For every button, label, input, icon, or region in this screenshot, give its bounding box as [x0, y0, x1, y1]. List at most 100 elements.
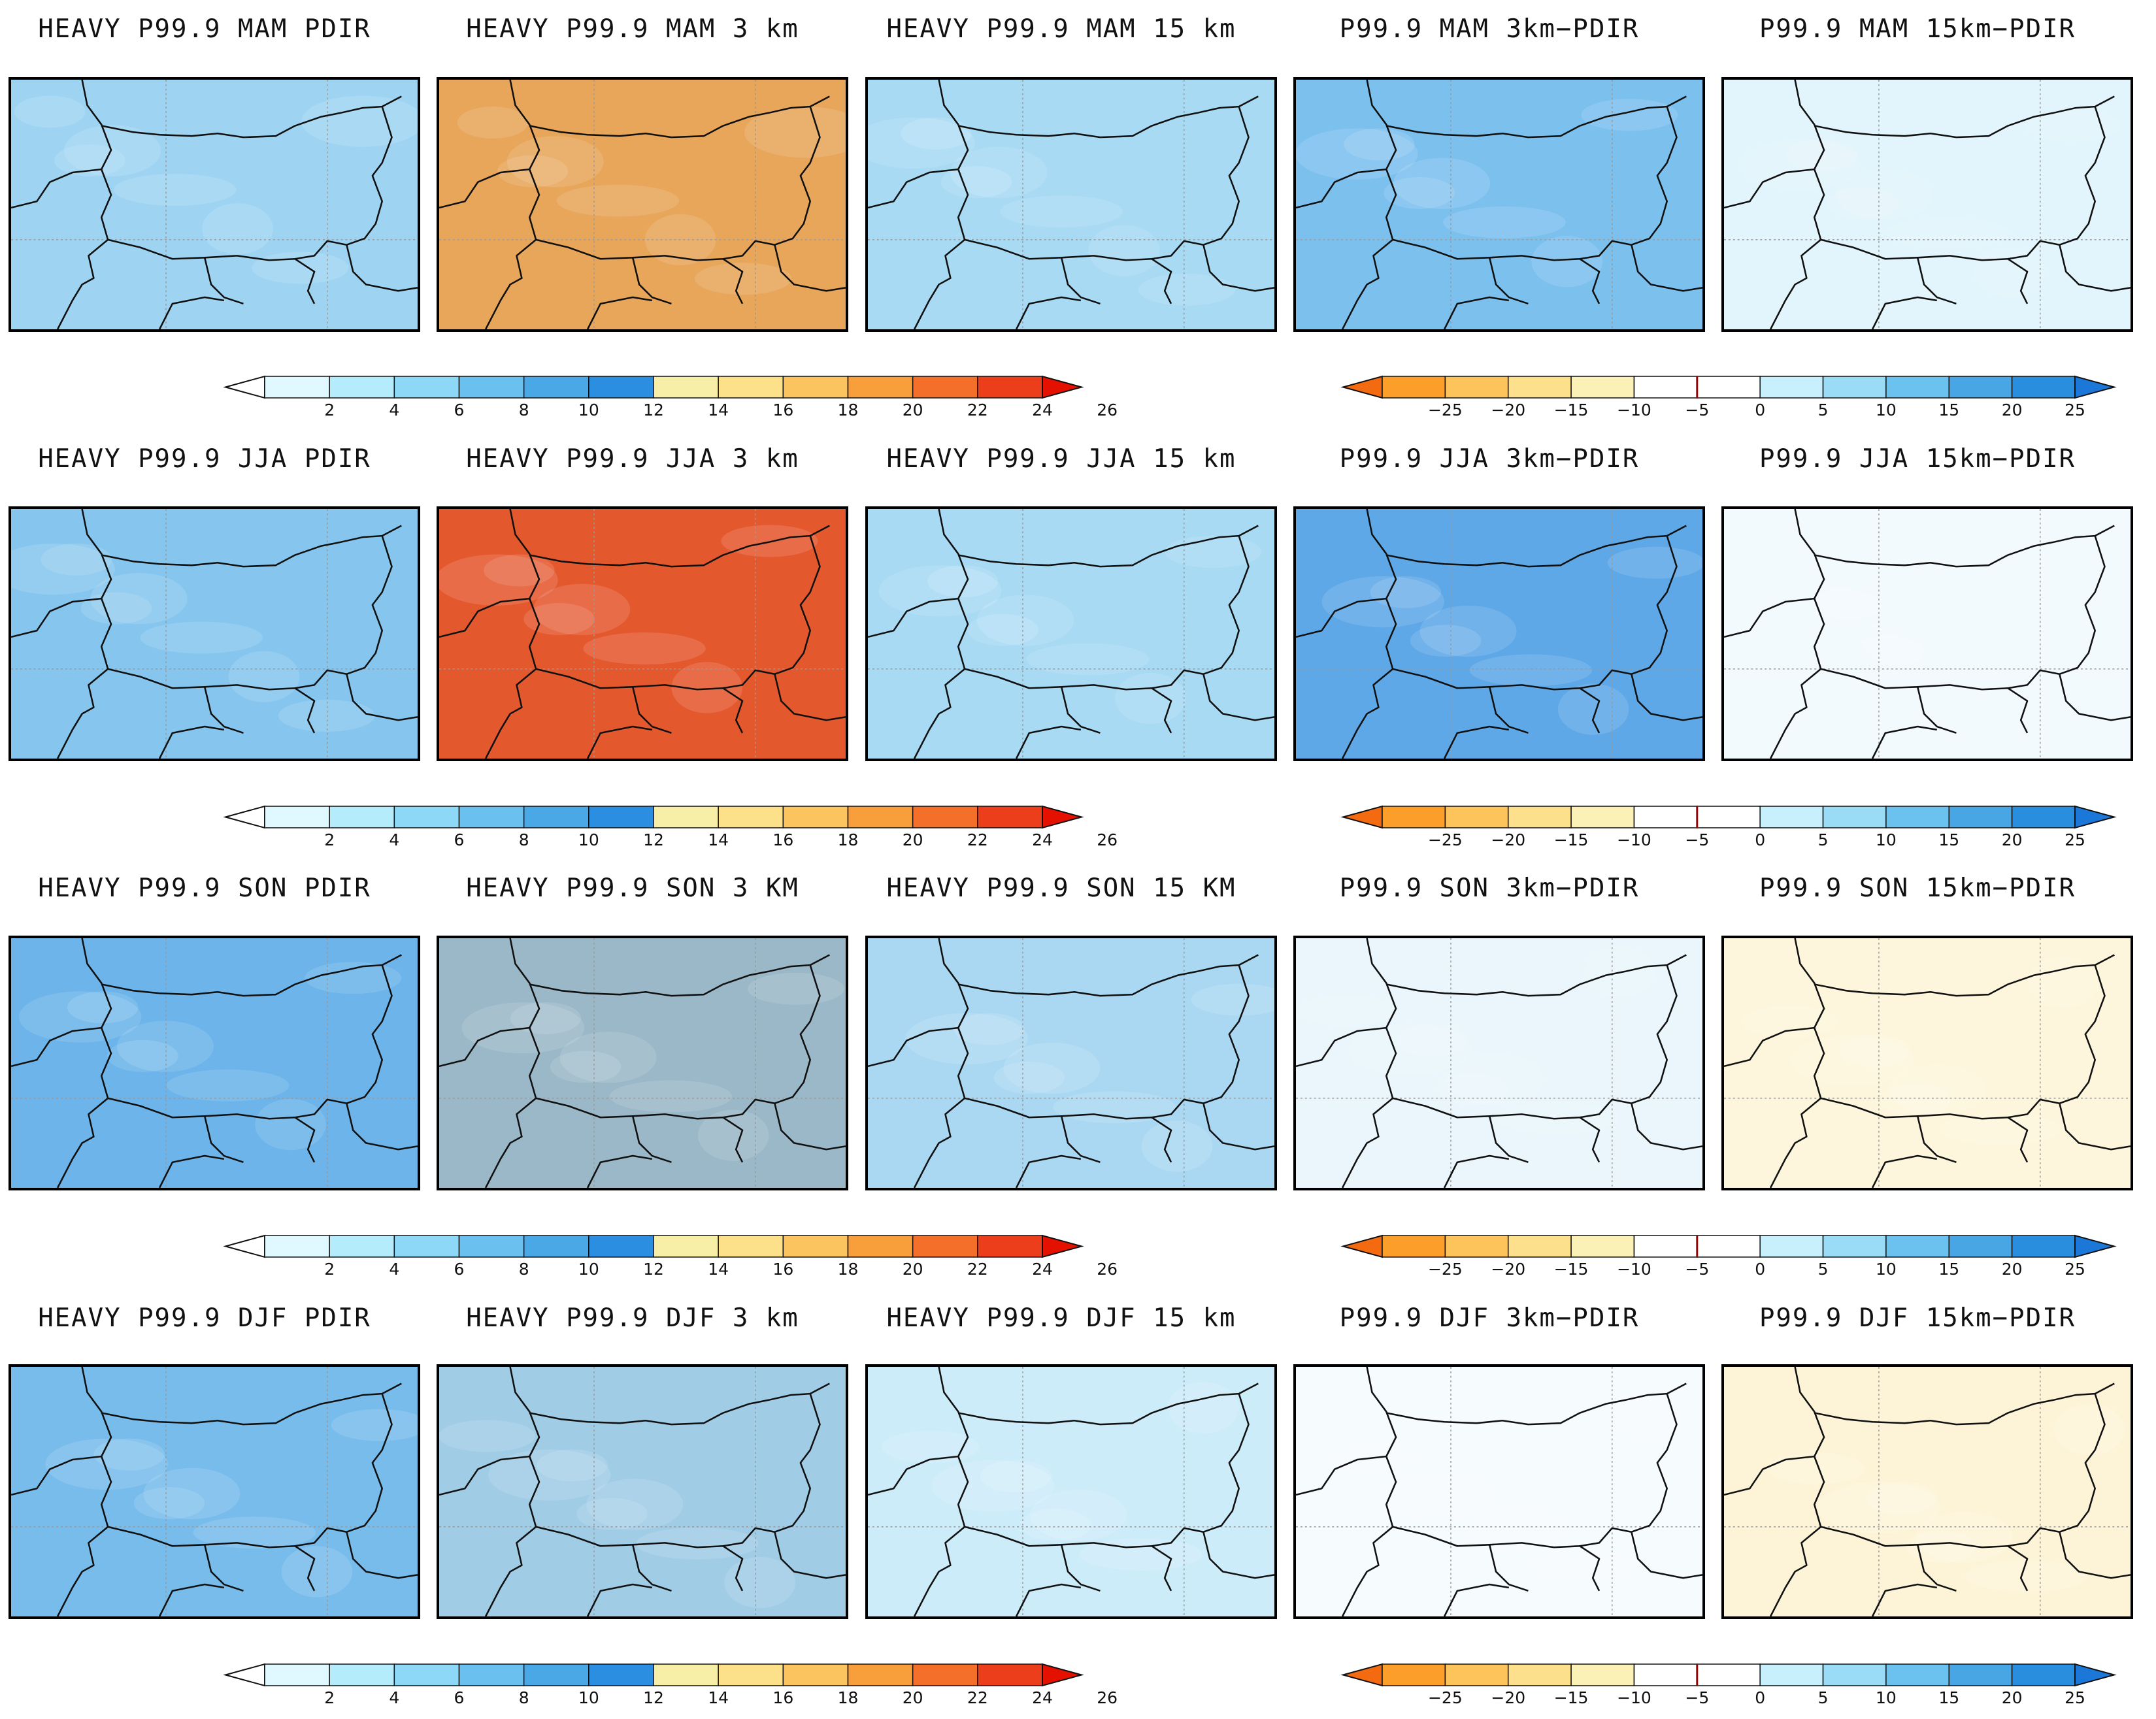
- colorbar-tick-label: −5: [1685, 401, 1710, 419]
- colorbar-tick-label: 8: [518, 1260, 529, 1279]
- colorbar-absolute-djf: 2 4 6 8 10 12 14 16 18 20 22 24 26: [223, 1663, 1118, 1712]
- colorbar-tick-label: 20: [2001, 1688, 2023, 1707]
- colorbar-tick-label: 12: [643, 1688, 664, 1707]
- colorbar-tick-label: 4: [389, 1688, 400, 1707]
- colorbar-tick-label: 22: [967, 1688, 988, 1707]
- colorbar-tick-label: 15: [1938, 1688, 1960, 1707]
- colorbar-tick-label: 0: [1755, 1688, 1766, 1707]
- colorbar-tick-label: 24: [1032, 401, 1053, 419]
- panel-title-son-4: P99.9 SON 3km−PDIR: [1339, 874, 1640, 903]
- colorbar-tick-label: 26: [1097, 1260, 1118, 1279]
- colorbar-tick-label: 15: [1938, 1260, 1960, 1279]
- map-panel-jja-4: [1293, 506, 1705, 761]
- colorbar-tick-label: 6: [454, 830, 465, 849]
- colorbar-tick-label: −10: [1617, 401, 1651, 419]
- panel-title-jja-1: HEAVY P99.9 JJA PDIR: [38, 444, 371, 474]
- colorbar-tick-label: 12: [643, 401, 664, 419]
- colorbar-tick-label: 2: [324, 830, 335, 849]
- colorbar-tick-label: 6: [454, 1260, 465, 1279]
- colorbar-tick-label: −5: [1685, 1688, 1710, 1707]
- colorbar-tick-label: −25: [1427, 401, 1463, 419]
- colorbar-tick-label: 0: [1755, 401, 1766, 419]
- map-panel-djf-1: [8, 1364, 420, 1619]
- colorbar-tick-label: 25: [2065, 401, 2085, 419]
- colorbar-difference-djf: −25 −20 −15 −10 −5 0 5 10 15 20 25: [1340, 1663, 2117, 1712]
- colorbar-tick-label: −15: [1553, 1688, 1589, 1707]
- colorbar-tick-label: 10: [1876, 830, 1897, 849]
- colorbar-tick-label: 20: [2001, 830, 2023, 849]
- colorbar-tick-label: 5: [1817, 1260, 1829, 1279]
- colorbar-tick-label: 10: [578, 1688, 599, 1707]
- colorbar-tick-label: 8: [518, 830, 529, 849]
- colorbar-difference-mam: −25 −20 −15 −10 −5 0 5 10 15 20 25: [1340, 375, 2117, 424]
- panel-title-mam-1: HEAVY P99.9 MAM PDIR: [38, 14, 371, 44]
- map-panel-mam-4: [1293, 77, 1705, 332]
- panel-title-jja-2: HEAVY P99.9 JJA 3 km: [466, 444, 799, 474]
- colorbar-tick-label: 25: [2065, 830, 2085, 849]
- panel-title-jja-3: HEAVY P99.9 JJA 15 km: [886, 444, 1236, 474]
- map-panel-mam-3: [865, 77, 1277, 332]
- panel-title-mam-5: P99.9 MAM 15km−PDIR: [1759, 14, 2076, 44]
- colorbar-tick-label: −25: [1427, 1688, 1463, 1707]
- map-panel-son-1: [8, 936, 420, 1190]
- colorbar-tick-label: 18: [837, 830, 859, 849]
- map-panel-mam-2: [437, 77, 848, 332]
- colorbar-tick-label: 0: [1755, 1260, 1766, 1279]
- colorbar-difference-jja: −25 −20 −15 −10 −5 0 5 10 15 20 25: [1340, 805, 2117, 854]
- colorbar-absolute-son: 2 4 6 8 10 12 14 16 18 20 22 24 26: [223, 1234, 1118, 1283]
- colorbar-tick-label: 20: [2001, 1260, 2023, 1279]
- colorbar-tick-label: 5: [1817, 401, 1829, 419]
- colorbar-tick-label: 8: [518, 401, 529, 419]
- colorbar-tick-label: 6: [454, 401, 465, 419]
- colorbar-tick-label: −20: [1491, 830, 1526, 849]
- colorbar-tick-label: 4: [389, 401, 400, 419]
- map-panel-son-2: [437, 936, 848, 1190]
- map-panel-son-5: [1721, 936, 2133, 1190]
- colorbar-tick-label: 25: [2065, 1260, 2085, 1279]
- colorbar-tick-label: −20: [1491, 1688, 1526, 1707]
- colorbar-tick-label: 10: [578, 401, 599, 419]
- colorbar-tick-label: 22: [967, 830, 988, 849]
- panel-title-son-3: HEAVY P99.9 SON 15 KM: [886, 874, 1236, 903]
- panel-title-djf-1: HEAVY P99.9 DJF PDIR: [38, 1303, 371, 1333]
- colorbar-tick-label: 12: [643, 830, 664, 849]
- colorbar-tick-label: 10: [1876, 1260, 1897, 1279]
- map-panel-djf-4: [1293, 1364, 1705, 1619]
- colorbar-tick-label: 25: [2065, 1688, 2085, 1707]
- colorbar-tick-label: 14: [708, 830, 729, 849]
- colorbar-tick-label: 4: [389, 1260, 400, 1279]
- colorbar-tick-label: −25: [1427, 1260, 1463, 1279]
- colorbar-tick-label: 20: [902, 1688, 923, 1707]
- map-panel-mam-1: [8, 77, 420, 332]
- panel-title-mam-2: HEAVY P99.9 MAM 3 km: [466, 14, 799, 44]
- panel-title-djf-4: P99.9 DJF 3km−PDIR: [1339, 1303, 1640, 1333]
- panel-title-djf-5: P99.9 DJF 15km−PDIR: [1759, 1303, 2076, 1333]
- map-panel-jja-3: [865, 506, 1277, 761]
- colorbar-tick-label: 6: [454, 1688, 465, 1707]
- colorbar-tick-label: 20: [902, 1260, 923, 1279]
- colorbar-tick-label: 10: [1876, 1688, 1897, 1707]
- colorbar-tick-label: 10: [578, 1260, 599, 1279]
- colorbar-tick-label: 24: [1032, 1260, 1053, 1279]
- colorbar-tick-label: 24: [1032, 830, 1053, 849]
- colorbar-tick-label: 15: [1938, 401, 1960, 419]
- colorbar-tick-label: 26: [1097, 830, 1118, 849]
- colorbar-tick-label: 20: [2001, 401, 2023, 419]
- colorbar-tick-label: 8: [518, 1688, 529, 1707]
- colorbar-tick-label: −20: [1491, 401, 1526, 419]
- panel-title-son-1: HEAVY P99.9 SON PDIR: [38, 874, 371, 903]
- colorbar-tick-label: 18: [837, 401, 859, 419]
- colorbar-tick-label: −25: [1427, 830, 1463, 849]
- colorbar-tick-label: 2: [324, 1260, 335, 1279]
- panel-title-jja-4: P99.9 JJA 3km−PDIR: [1339, 444, 1640, 474]
- colorbar-tick-label: 0: [1755, 830, 1766, 849]
- colorbar-tick-label: 18: [837, 1688, 859, 1707]
- colorbar-tick-label: 2: [324, 401, 335, 419]
- colorbar-tick-label: −5: [1685, 1260, 1710, 1279]
- colorbar-tick-label: −10: [1617, 1260, 1651, 1279]
- colorbar-tick-label: −10: [1617, 1688, 1651, 1707]
- colorbar-tick-label: 26: [1097, 1688, 1118, 1707]
- colorbar-tick-label: 20: [902, 830, 923, 849]
- colorbar-tick-label: 16: [772, 1688, 794, 1707]
- panel-title-son-5: P99.9 SON 15km−PDIR: [1759, 874, 2076, 903]
